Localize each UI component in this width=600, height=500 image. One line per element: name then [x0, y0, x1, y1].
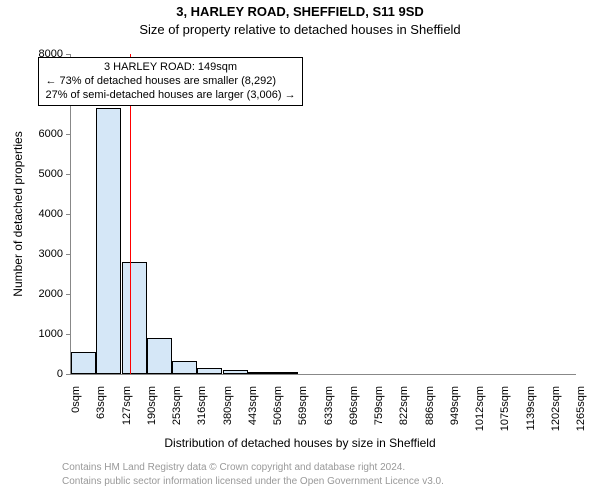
histogram-bar [223, 370, 248, 374]
y-tick-label: 2000 [39, 288, 63, 300]
x-tick-label: 1012sqm [474, 386, 486, 431]
x-tick-label: 316sqm [196, 386, 208, 425]
histogram-bar [172, 361, 197, 374]
x-tick-label: 633sqm [323, 386, 335, 425]
x-tick-label: 190sqm [146, 386, 158, 425]
x-tick-label: 443sqm [247, 386, 259, 425]
y-tick-label: 5000 [39, 168, 63, 180]
histogram-bar [96, 108, 121, 374]
x-tick-label: 380sqm [222, 386, 234, 425]
info-box-line: ← 73% of detached houses are smaller (8,… [45, 75, 295, 89]
footer-line1: Contains HM Land Registry data © Crown c… [62, 462, 405, 473]
y-tick [66, 334, 71, 335]
y-tick-label: 1000 [39, 328, 63, 340]
x-tick-label: 949sqm [449, 386, 461, 425]
histogram-bar [197, 368, 222, 374]
x-tick-label: 1202sqm [550, 386, 562, 431]
histogram-bar [122, 262, 147, 374]
info-box-line: 3 HARLEY ROAD: 149sqm [45, 61, 295, 75]
y-tick-label: 6000 [39, 128, 63, 140]
x-tick-label: 253sqm [171, 386, 183, 425]
x-tick-label: 127sqm [121, 386, 133, 425]
y-tick [66, 54, 71, 55]
x-tick-label: 1265sqm [575, 386, 587, 431]
y-tick-label: 0 [57, 368, 63, 380]
y-tick-label: 4000 [39, 208, 63, 220]
title-line2: Size of property relative to detached ho… [0, 22, 600, 37]
info-box-line: 27% of semi-detached houses are larger (… [45, 89, 295, 103]
histogram-bar [248, 372, 273, 374]
footer-line2: Contains public sector information licen… [62, 476, 444, 487]
x-axis-label: Distribution of detached houses by size … [0, 436, 600, 450]
x-tick-label: 63sqm [95, 386, 107, 419]
y-tick [66, 254, 71, 255]
x-tick-label: 506sqm [272, 386, 284, 425]
x-tick-label: 1075sqm [499, 386, 511, 431]
y-axis-label: Number of detached properties [11, 131, 25, 296]
histogram-bar [147, 338, 172, 374]
histogram-bar [71, 352, 96, 374]
histogram-bar [273, 372, 298, 374]
title-line1: 3, HARLEY ROAD, SHEFFIELD, S11 9SD [0, 4, 600, 19]
info-box: 3 HARLEY ROAD: 149sqm← 73% of detached h… [38, 57, 302, 106]
y-tick [66, 214, 71, 215]
x-tick-label: 696sqm [348, 386, 360, 425]
x-tick-label: 759sqm [373, 386, 385, 425]
y-tick [66, 374, 71, 375]
plot-area: 0100020003000400050006000700080000sqm63s… [70, 54, 576, 375]
x-tick-label: 569sqm [297, 386, 309, 425]
y-tick [66, 174, 71, 175]
chart-container: 3, HARLEY ROAD, SHEFFIELD, S11 9SD Size … [0, 0, 600, 500]
x-tick-label: 1139sqm [525, 386, 537, 430]
y-tick [66, 134, 71, 135]
y-tick-label: 3000 [39, 248, 63, 260]
x-tick-label: 886sqm [424, 386, 436, 425]
x-tick-label: 822sqm [398, 386, 410, 425]
y-tick [66, 294, 71, 295]
x-tick-label: 0sqm [70, 386, 82, 413]
